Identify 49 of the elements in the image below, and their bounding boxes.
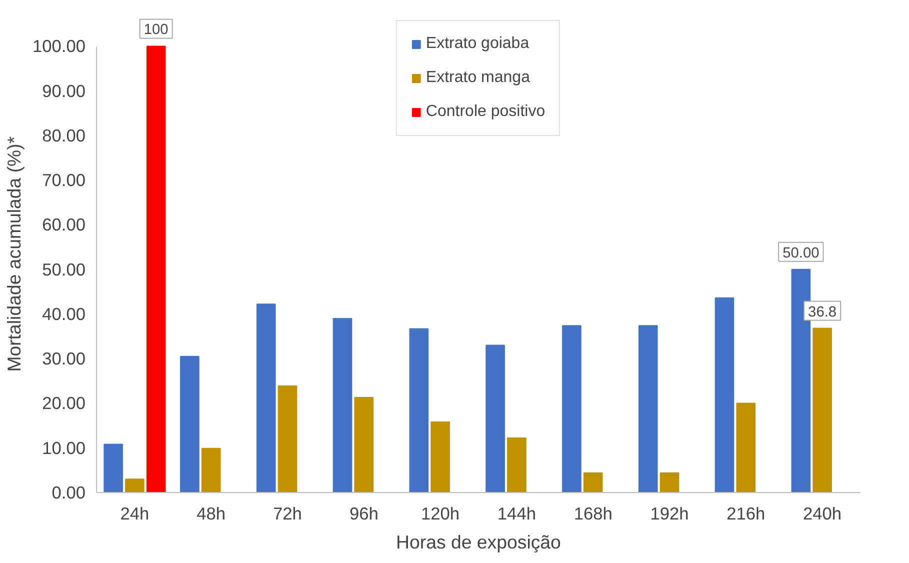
bar [256,304,276,492]
x-tick-label: 192h [650,504,689,524]
x-axis-title: Horas de exposição [396,532,561,552]
x-tick-label: 168h [574,504,612,524]
x-tick-label: 72h [273,504,302,524]
y-tick-label: 30.00 [42,348,86,369]
bar [180,356,200,492]
y-tick-label: 0.00 [52,482,86,502]
x-tick-label: 240h [803,504,842,524]
bar [201,448,221,492]
bar [507,438,526,492]
bar [812,328,832,492]
x-tick-label: 24h [120,504,150,524]
bar [638,325,658,492]
y-tick-label: 70.00 [42,170,86,190]
legend-label: Extrato goiaba [426,35,530,53]
x-tick-label: 48h [196,504,226,524]
x-tick-label: 216h [726,504,766,524]
data-label: 50.00 [782,245,820,262]
y-tick-label: 20.00 [42,393,86,414]
bar [409,328,429,492]
bar [125,478,144,492]
bar [583,472,603,492]
y-tick-label: 50.00 [42,259,86,280]
bar [714,297,734,492]
bar [736,402,756,492]
bar [660,472,680,492]
y-tick-label: 90.00 [42,80,86,101]
bar [562,325,582,492]
y-tick-label: 80.00 [42,125,86,146]
bar [104,444,123,492]
bar [146,46,166,492]
y-tick-label: 40.00 [42,304,86,324]
data-label: 36.8 [808,304,837,320]
bar [278,385,298,492]
y-axis-title: Mortalidade acumulada (%)* [4,136,24,372]
x-tick-label: 120h [421,504,460,524]
x-tick-label: 96h [349,504,378,524]
bar [486,344,505,492]
bar [430,421,450,492]
y-tick-label: 100.00 [32,36,86,56]
x-tick-label: 144h [497,504,536,524]
y-tick-label: 60.00 [42,214,86,235]
data-label: 100 [144,22,168,38]
bar [332,318,352,492]
legend-label: Controle positivo [426,103,546,121]
legend-label: Extrato manga [426,69,530,87]
y-tick-label: 10.00 [42,438,86,458]
bar [354,396,374,492]
